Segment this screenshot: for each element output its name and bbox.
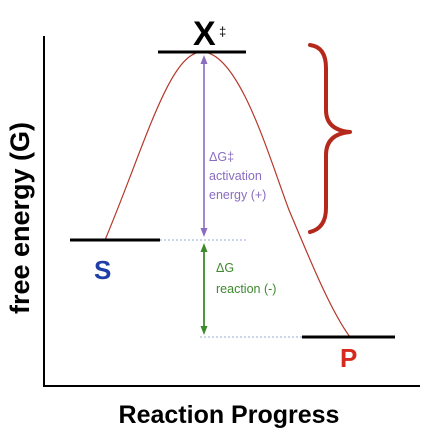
activation-line1: activation bbox=[209, 169, 262, 183]
reaction-symbol: ΔG bbox=[216, 261, 234, 275]
activation-line2: energy (+) bbox=[209, 188, 266, 202]
substrate-label: S bbox=[94, 255, 111, 285]
reaction-arrow-head-down bbox=[200, 326, 208, 335]
energy-curve bbox=[104, 51, 351, 338]
transition-state-mark: ‡ bbox=[219, 24, 226, 39]
x-axis-label: Reaction Progress bbox=[119, 401, 340, 429]
activation-arrow-head-down bbox=[200, 228, 208, 237]
activation-symbol: ΔG‡ bbox=[209, 150, 234, 164]
activation-brace bbox=[308, 43, 352, 234]
transition-state-label: X bbox=[193, 15, 216, 53]
activation-arrow-head-up bbox=[200, 55, 208, 64]
reaction-line1: reaction (-) bbox=[216, 282, 276, 296]
product-label: P bbox=[340, 343, 357, 373]
reaction-arrow-head-up bbox=[200, 243, 208, 252]
y-axis-label: free energy (G) bbox=[5, 122, 35, 314]
